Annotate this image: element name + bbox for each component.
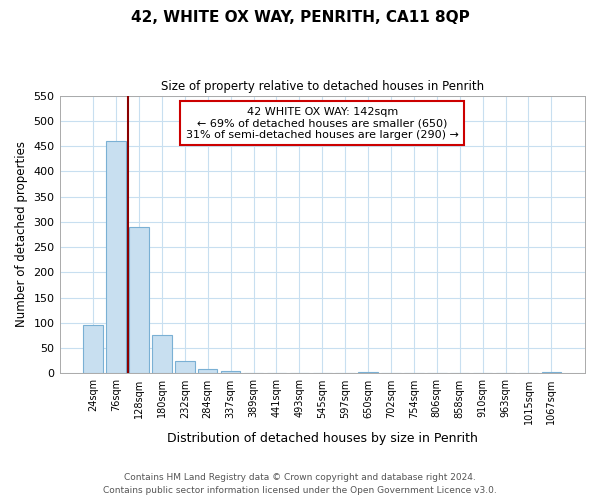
Text: 42, WHITE OX WAY, PENRITH, CA11 8QP: 42, WHITE OX WAY, PENRITH, CA11 8QP xyxy=(131,10,469,25)
Title: Size of property relative to detached houses in Penrith: Size of property relative to detached ho… xyxy=(161,80,484,93)
X-axis label: Distribution of detached houses by size in Penrith: Distribution of detached houses by size … xyxy=(167,432,478,445)
Bar xyxy=(221,371,241,374)
Bar xyxy=(358,372,378,374)
Bar xyxy=(152,335,172,374)
Bar xyxy=(175,362,194,374)
Bar xyxy=(106,141,126,374)
Y-axis label: Number of detached properties: Number of detached properties xyxy=(15,142,28,328)
Text: Contains HM Land Registry data © Crown copyright and database right 2024.
Contai: Contains HM Land Registry data © Crown c… xyxy=(103,474,497,495)
Text: 42 WHITE OX WAY: 142sqm
← 69% of detached houses are smaller (650)
31% of semi-d: 42 WHITE OX WAY: 142sqm ← 69% of detache… xyxy=(186,106,459,140)
Bar xyxy=(83,326,103,374)
Bar xyxy=(129,227,149,374)
Bar xyxy=(198,370,217,374)
Bar xyxy=(542,372,561,374)
